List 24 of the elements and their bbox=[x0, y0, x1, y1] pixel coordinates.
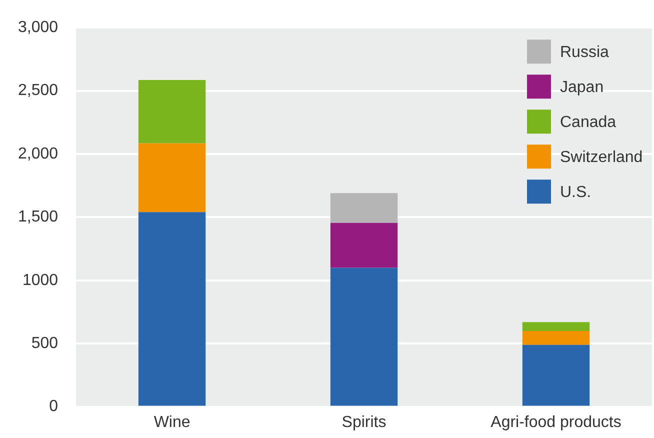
legend-label: Canada bbox=[560, 114, 616, 132]
bar bbox=[330, 268, 398, 406]
bar bbox=[522, 330, 590, 345]
y-tick-label: 0 bbox=[49, 398, 58, 416]
legend-label: U.S. bbox=[560, 184, 592, 202]
bar bbox=[522, 344, 590, 406]
legend-label: Japan bbox=[560, 79, 604, 96]
x-tick-label: Agri-food products bbox=[490, 414, 622, 431]
y-tick-label: 2,500 bbox=[18, 82, 58, 100]
bar bbox=[522, 322, 590, 331]
bar bbox=[138, 143, 206, 212]
y-tick-label: 3,000 bbox=[18, 19, 58, 36]
y-tick-label: 2,000 bbox=[18, 145, 58, 162]
bar bbox=[138, 80, 206, 144]
bar bbox=[330, 222, 398, 268]
bar bbox=[330, 193, 398, 223]
y-tick-label: 500 bbox=[31, 335, 58, 352]
y-tick-label: 1000 bbox=[22, 272, 58, 289]
bar bbox=[138, 212, 206, 406]
legend-label: Russia bbox=[560, 44, 610, 62]
x-tick-label: Wine bbox=[154, 414, 190, 431]
x-tick-label: Spirits bbox=[342, 414, 386, 431]
legend-label: Switzerland bbox=[560, 149, 643, 166]
y-tick-label: 1,500 bbox=[18, 208, 58, 226]
